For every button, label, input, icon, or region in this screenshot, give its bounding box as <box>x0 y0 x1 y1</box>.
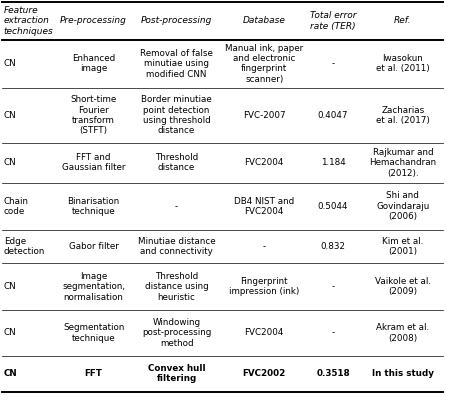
Text: FFT and
Gaussian filter: FFT and Gaussian filter <box>62 153 125 173</box>
Text: In this study: In this study <box>372 369 434 378</box>
Text: Fingerprint
impression (ink): Fingerprint impression (ink) <box>229 277 300 296</box>
Text: Windowing
post-processing
method: Windowing post-processing method <box>142 318 211 348</box>
Text: Convex hull
filtering: Convex hull filtering <box>148 364 205 384</box>
Text: DB4 NIST and
FVC2004: DB4 NIST and FVC2004 <box>234 197 294 216</box>
Text: Feature
extraction
techniques: Feature extraction techniques <box>4 6 54 36</box>
Text: FVC2004: FVC2004 <box>245 328 284 337</box>
Text: -: - <box>175 202 178 211</box>
Text: CN: CN <box>4 282 17 291</box>
Text: Short-time
Fourier
transform
(STFT): Short-time Fourier transform (STFT) <box>71 95 117 135</box>
Text: Iwasokun
et al. (2011): Iwasokun et al. (2011) <box>376 54 430 73</box>
Text: CN: CN <box>4 59 17 68</box>
Text: Kim et al.
(2001): Kim et al. (2001) <box>382 237 424 256</box>
Text: CN: CN <box>4 158 17 167</box>
Text: FVC-2007: FVC-2007 <box>243 111 285 120</box>
Text: Binarisation
technique: Binarisation technique <box>67 197 120 216</box>
Text: FVC2004: FVC2004 <box>245 158 284 167</box>
Text: Pre-processing: Pre-processing <box>60 16 127 25</box>
Text: 0.3518: 0.3518 <box>316 369 350 378</box>
Text: FVC2002: FVC2002 <box>243 369 286 378</box>
Text: -: - <box>331 328 335 337</box>
Text: -: - <box>331 59 335 68</box>
Text: Gabor filter: Gabor filter <box>69 242 118 251</box>
Text: 0.832: 0.832 <box>320 242 346 251</box>
Text: Image
segmentation,
normalisation: Image segmentation, normalisation <box>62 272 125 302</box>
Text: 1.184: 1.184 <box>320 158 346 167</box>
Text: Zacharias
et al. (2017): Zacharias et al. (2017) <box>376 106 430 125</box>
Text: Shi and
Govindaraju
(2006): Shi and Govindaraju (2006) <box>376 191 429 221</box>
Text: Ref.: Ref. <box>394 16 412 25</box>
Text: Vaikole et al.
(2009): Vaikole et al. (2009) <box>375 277 431 296</box>
Text: Chain
code: Chain code <box>4 197 29 216</box>
Text: CN: CN <box>4 369 18 378</box>
Text: Database: Database <box>243 16 286 25</box>
Text: Threshold
distance using
heuristic: Threshold distance using heuristic <box>145 272 209 302</box>
Text: -: - <box>263 242 266 251</box>
Text: Removal of false
minutiae using
modified CNN: Removal of false minutiae using modified… <box>140 49 213 79</box>
Text: Manual ink, paper
and electronic
fingerprint
scanner): Manual ink, paper and electronic fingerp… <box>225 44 303 84</box>
Text: -: - <box>331 282 335 291</box>
Text: Akram et al.
(2008): Akram et al. (2008) <box>376 323 429 343</box>
Text: FFT: FFT <box>85 369 102 378</box>
Text: 0.5044: 0.5044 <box>318 202 348 211</box>
Text: Border minutiae
point detection
using threshold
distance: Border minutiae point detection using th… <box>141 95 212 135</box>
Text: Edge
detection: Edge detection <box>4 237 45 256</box>
Text: Rajkumar and
Hemachandran
(2012).: Rajkumar and Hemachandran (2012). <box>369 148 437 178</box>
Text: Enhanced
image: Enhanced image <box>72 54 115 73</box>
Text: Segmentation
technique: Segmentation technique <box>63 323 124 343</box>
Text: CN: CN <box>4 328 17 337</box>
Text: Post-processing: Post-processing <box>141 16 212 25</box>
Text: 0.4047: 0.4047 <box>318 111 348 120</box>
Text: Total error
rate (TER): Total error rate (TER) <box>310 11 356 31</box>
Text: CN: CN <box>4 111 17 120</box>
Text: Threshold
distance: Threshold distance <box>155 153 198 173</box>
Text: Minutiae distance
and connectivity: Minutiae distance and connectivity <box>138 237 215 256</box>
